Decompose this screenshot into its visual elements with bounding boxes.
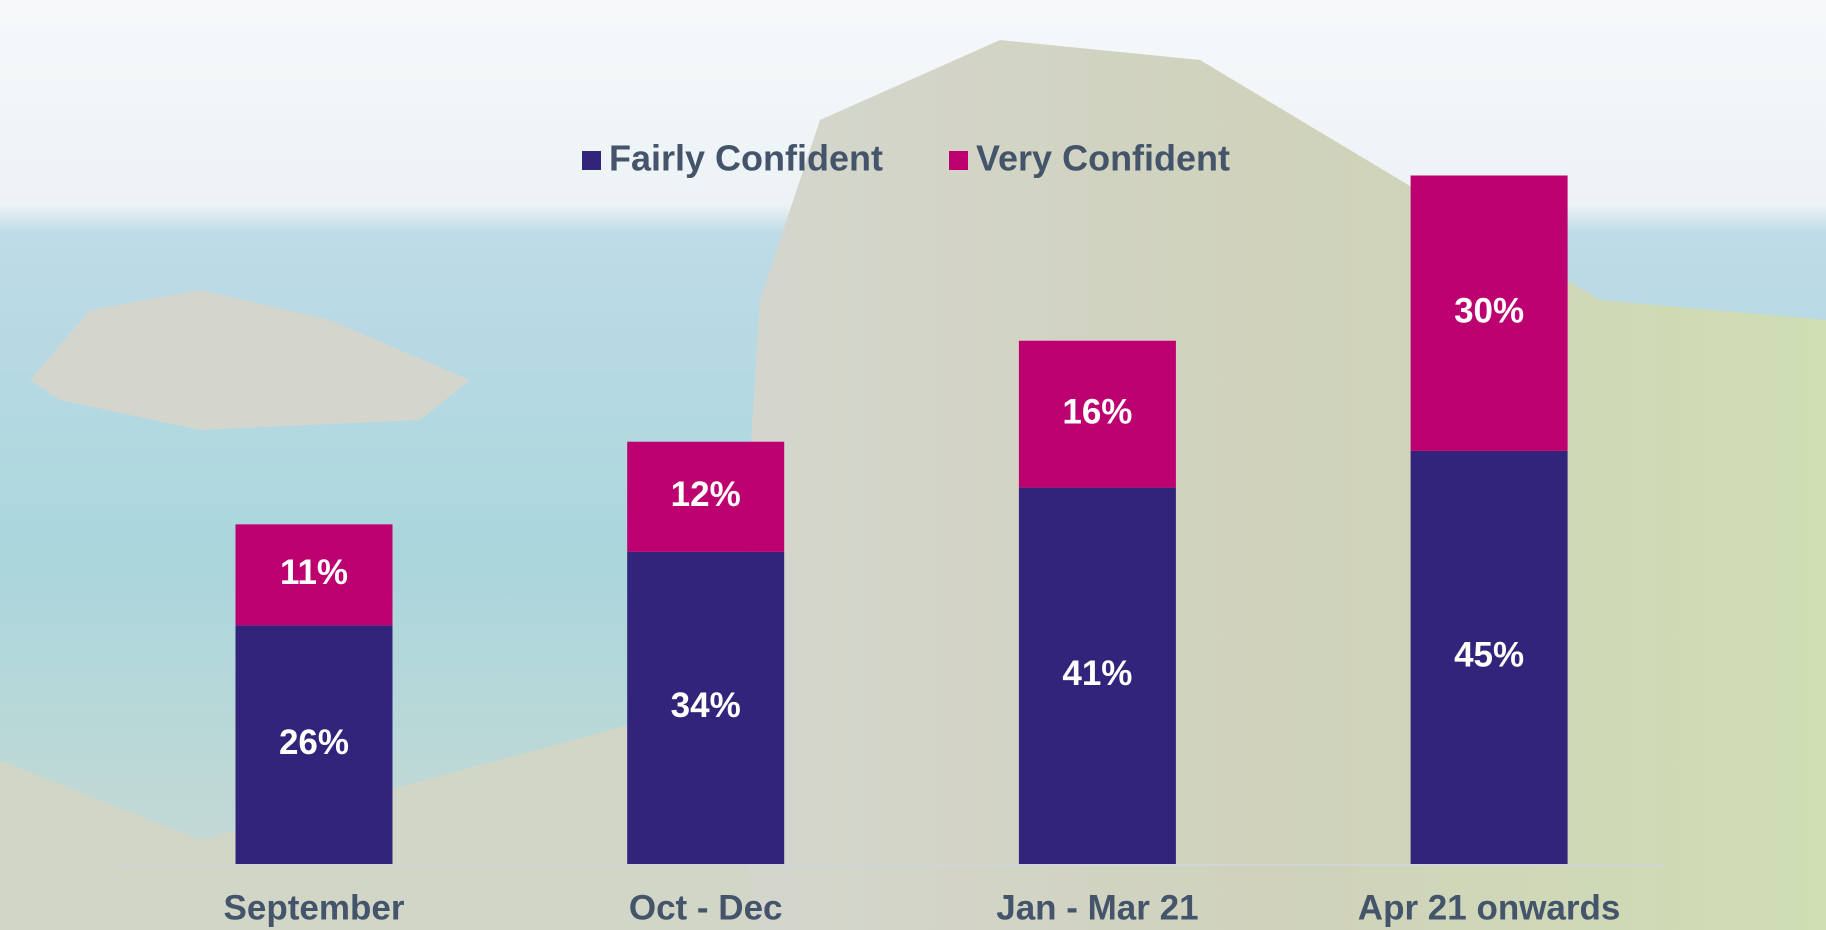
- x-tick-label: Apr 21 onwards: [1358, 888, 1621, 927]
- bar-segment: [627, 551, 785, 864]
- value-label: 30%: [1454, 291, 1524, 330]
- x-tick-label: Jan - Mar 21: [996, 888, 1198, 927]
- value-label: 12%: [671, 475, 741, 514]
- value-label: 34%: [671, 686, 741, 725]
- legend-swatch: [949, 151, 968, 170]
- legend-label: Very Confident: [976, 138, 1230, 179]
- legend-label: Fairly Confident: [609, 138, 883, 179]
- value-label: 45%: [1454, 636, 1524, 675]
- bar-segment: [1018, 487, 1176, 864]
- value-label: 41%: [1062, 654, 1132, 693]
- value-label: 26%: [279, 723, 349, 762]
- value-label: 11%: [280, 553, 348, 592]
- legend-swatch: [582, 151, 601, 170]
- value-label: 16%: [1062, 392, 1132, 431]
- bar-segment: [235, 524, 393, 626]
- bar-segment: [627, 441, 785, 552]
- bar-segment: [1410, 450, 1568, 864]
- bar-segment: [235, 625, 393, 864]
- bar-segment: [1410, 175, 1568, 451]
- bar-segment: [1018, 340, 1176, 488]
- x-tick-label: September: [224, 888, 405, 927]
- island: [30, 290, 470, 430]
- x-tick-label: Oct - Dec: [629, 888, 783, 927]
